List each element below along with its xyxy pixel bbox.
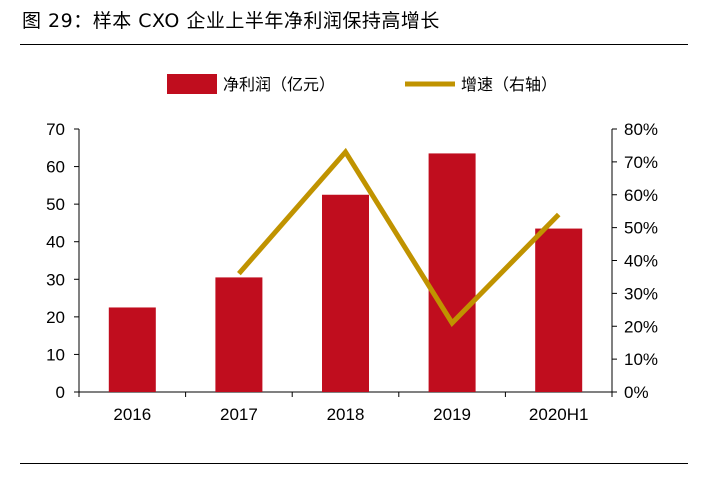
x-tick-label: 2020H1 bbox=[529, 405, 589, 424]
left-tick-label: 30 bbox=[46, 270, 65, 289]
legend-label-net-profit: 净利润（亿元） bbox=[223, 76, 335, 94]
x-tick-label: 2019 bbox=[433, 405, 471, 424]
figure-title: 图 29：样本 CXO 企业上半年净利润保持高增长 bbox=[22, 10, 440, 32]
bar-2020H1 bbox=[535, 228, 583, 392]
left-tick-label: 70 bbox=[46, 120, 65, 139]
legend-label-growth: 增速（右轴） bbox=[461, 76, 557, 94]
axes: 0 10 20 30 40 50 60 70 0% 10% 20% 30% 40% 50% 60% 70% 80… bbox=[46, 120, 658, 424]
bar-series bbox=[108, 153, 583, 392]
x-tick-label: 2018 bbox=[327, 405, 365, 424]
left-tick-label: 60 bbox=[46, 158, 65, 177]
right-tick-label: 20% bbox=[624, 317, 658, 336]
top-rule bbox=[20, 44, 688, 45]
line-series bbox=[237, 147, 561, 328]
right-tick-label: 80% bbox=[624, 120, 658, 139]
right-tick-label: 0% bbox=[624, 383, 649, 402]
right-tick-label: 10% bbox=[624, 350, 658, 369]
left-tick-label: 20 bbox=[46, 308, 65, 327]
growth-line bbox=[237, 147, 561, 328]
bar-2019 bbox=[428, 153, 476, 392]
right-tick-label: 50% bbox=[624, 219, 658, 238]
legend: 净利润（亿元） 增速（右轴） bbox=[167, 74, 557, 94]
bar-2018 bbox=[322, 194, 369, 392]
right-tick-label: 60% bbox=[624, 186, 658, 205]
right-tick-label: 70% bbox=[624, 153, 658, 172]
bottom-rule bbox=[20, 463, 688, 464]
x-tick-label: 2016 bbox=[113, 405, 151, 424]
right-tick-label: 30% bbox=[624, 284, 658, 303]
left-tick-label: 40 bbox=[46, 233, 65, 252]
x-tick-label: 2017 bbox=[220, 405, 258, 424]
left-tick-label: 50 bbox=[46, 195, 65, 214]
bar-2016 bbox=[108, 307, 156, 392]
right-tick-label: 40% bbox=[624, 252, 658, 271]
legend-swatch-net-profit bbox=[167, 74, 217, 94]
bar-2017 bbox=[215, 277, 263, 392]
left-tick-label: 0 bbox=[56, 383, 65, 402]
left-tick-label: 10 bbox=[46, 345, 65, 364]
